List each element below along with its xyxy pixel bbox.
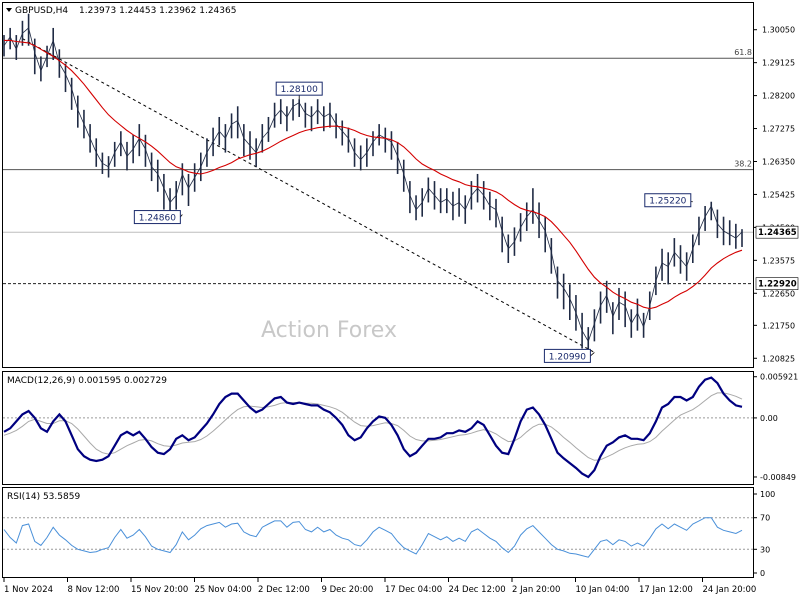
annotation-label-2: 1.25220 bbox=[649, 197, 686, 207]
rsi-line bbox=[3, 517, 743, 558]
price-panel: 61.8 38.2 1.28100 1.24860 1.25220 1.20990 bbox=[3, 13, 753, 363]
rsi-tick-label: 70 bbox=[760, 514, 770, 523]
price-tick-label: 1.28200 bbox=[762, 92, 795, 101]
x-tick-label: 17 Dec 04:00 bbox=[385, 585, 442, 595]
fib-label-0: 61.8 bbox=[734, 48, 752, 57]
rsi-tick-label: 0 bbox=[760, 569, 765, 578]
ohlc-values: 1.23973 1.24453 1.23962 1.24365 bbox=[79, 6, 236, 16]
rsi-tick-label: 100 bbox=[760, 490, 775, 499]
macd-line bbox=[3, 376, 743, 479]
price-series-line bbox=[3, 27, 743, 343]
macd-tick-label: -0.00849 bbox=[760, 473, 796, 482]
support-price-tag-box bbox=[755, 277, 799, 290]
price-tick-label: 1.29125 bbox=[762, 59, 795, 68]
macd-tick-label: 0.00 bbox=[760, 414, 778, 423]
rsi-tick-label: 30 bbox=[760, 545, 770, 554]
annotation-label-1: 1.24860 bbox=[139, 214, 176, 224]
x-tick-label: 10 Jan 04:00 bbox=[576, 585, 630, 595]
x-tick-label: 25 Nov 04:00 bbox=[195, 585, 252, 595]
macd-panel-frame bbox=[2, 371, 754, 485]
price-tick-label: 1.25425 bbox=[762, 190, 795, 199]
trendline bbox=[22, 38, 595, 353]
rsi-panel-frame bbox=[2, 487, 754, 578]
symbol-label: GBPUSD,H4 bbox=[15, 6, 68, 16]
support-price-tag: 1.22920 bbox=[758, 280, 797, 290]
x-tick-label: 9 Dec 20:00 bbox=[322, 585, 374, 595]
x-tick-label: 2 Dec 12:00 bbox=[258, 585, 310, 595]
macd-title: MACD(12,26,9) 0.001595 0.002729 bbox=[7, 376, 167, 386]
x-tick-label: 8 Nov 12:00 bbox=[68, 585, 120, 595]
x-tick-label: 1 Nov 2024 bbox=[4, 585, 53, 595]
current-price-tag-box bbox=[755, 225, 799, 239]
price-tick-label: 1.30050 bbox=[762, 26, 795, 35]
dropdown-triangle-icon[interactable] bbox=[6, 8, 12, 12]
macd-panel bbox=[3, 376, 753, 479]
annotation-label-3: 1.20990 bbox=[549, 352, 586, 362]
axis-labels: 1.30050 1.29125 1.28200 1.27275 1.26350 1.254… bbox=[3, 26, 799, 595]
x-tick-label: 17 Jan 12:00 bbox=[639, 585, 693, 595]
chart-header: GBPUSD,H4 1.23973 1.24453 1.23962 1.2436… bbox=[6, 6, 236, 16]
annotation-box-0 bbox=[275, 81, 323, 96]
watermark: Action Forex bbox=[261, 318, 397, 343]
price-tick-label: 1.20825 bbox=[762, 354, 795, 363]
x-tick-label: 2 Jan 20:00 bbox=[512, 585, 560, 595]
annotation-box-3 bbox=[543, 348, 591, 363]
rsi-panel bbox=[3, 517, 753, 558]
macd-signal-line bbox=[3, 392, 743, 461]
price-tick-label: 1.21750 bbox=[762, 321, 795, 330]
annotation-box-1 bbox=[133, 210, 181, 225]
price-panel-frame bbox=[2, 2, 754, 368]
moving-average-line bbox=[4, 39, 743, 310]
annotation-box-2 bbox=[644, 193, 692, 208]
annotation-label-0: 1.28100 bbox=[281, 85, 318, 95]
price-tick-label: 1.27275 bbox=[762, 125, 795, 134]
annotation-leader-3 bbox=[590, 352, 595, 357]
price-tick-label: 1.22650 bbox=[762, 289, 795, 298]
macd-tick-label: 0.005921 bbox=[760, 373, 798, 382]
rsi-title: RSI(14) 53.5859 bbox=[7, 492, 80, 502]
x-tick-label: 24 Dec 12:00 bbox=[449, 585, 506, 595]
x-tick-label: 24 Jan 20:00 bbox=[703, 585, 757, 595]
price-tick-label: 1.26350 bbox=[762, 157, 795, 166]
current-price-tag: 1.24365 bbox=[758, 228, 797, 238]
x-tick-label: 15 Nov 20:00 bbox=[131, 585, 188, 595]
fib-label-1: 38.2 bbox=[734, 160, 752, 169]
price-tick-label: 1.23575 bbox=[762, 256, 795, 265]
